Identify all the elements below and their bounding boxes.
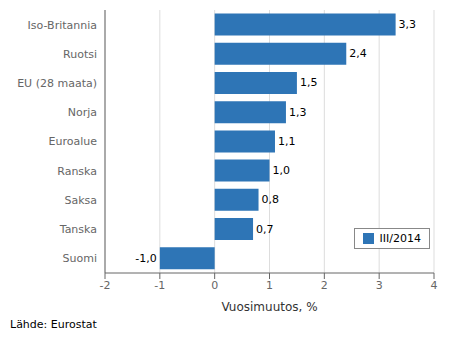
svg-text:1,1: 1,1 <box>278 135 296 148</box>
svg-text:1,0: 1,0 <box>273 164 291 177</box>
svg-text:2: 2 <box>321 279 328 292</box>
svg-text:Tanska: Tanska <box>59 223 97 236</box>
svg-text:Vuosimuutos, %: Vuosimuutos, % <box>221 300 317 314</box>
svg-text:0: 0 <box>211 279 218 292</box>
svg-text:Saksa: Saksa <box>64 194 97 207</box>
svg-text:-1,0: -1,0 <box>135 252 156 265</box>
svg-text:2,4: 2,4 <box>349 47 367 60</box>
svg-text:Iso-Britannia: Iso-Britannia <box>28 19 97 32</box>
html-text:Lähde: Eurostat: Lähde: Eurostat <box>10 318 97 331</box>
svg-text:3,3: 3,3 <box>399 18 417 31</box>
svg-text:Suomi: Suomi <box>63 252 97 265</box>
svg-text:Ranska: Ranska <box>57 165 97 178</box>
svg-text:1,3: 1,3 <box>289 106 307 119</box>
html-text:III/2014: III/2014 <box>379 232 421 245</box>
svg-text:Ruotsi: Ruotsi <box>63 48 97 61</box>
svg-text:4: 4 <box>431 279 438 292</box>
svg-text:3: 3 <box>376 279 383 292</box>
svg-text:-2: -2 <box>100 279 111 292</box>
svg-text:0,8: 0,8 <box>262 193 280 206</box>
svg-text:EU (28 maata): EU (28 maata) <box>17 77 97 90</box>
svg-text:1,5: 1,5 <box>300 76 318 89</box>
svg-text:-1: -1 <box>154 279 165 292</box>
svg-text:1: 1 <box>266 279 273 292</box>
svg-text:Norja: Norja <box>68 106 97 119</box>
svg-text:0,7: 0,7 <box>256 223 274 236</box>
svg-text:Euroalue: Euroalue <box>49 135 98 148</box>
